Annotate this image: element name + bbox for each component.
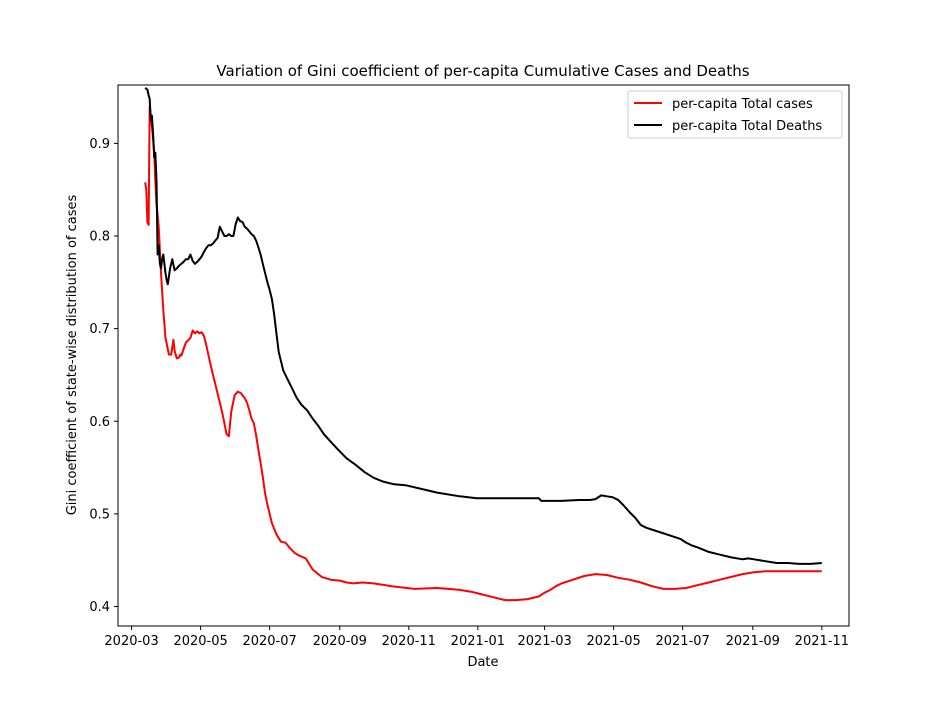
legend-label-total-deaths: per-capita Total Deaths xyxy=(672,119,822,134)
legend: per-capita Total cases per-capita Total … xyxy=(627,90,843,139)
legend-label-total-cases: per-capita Total cases xyxy=(672,97,813,112)
x-tick-label: 2021-01 xyxy=(451,634,505,649)
x-tick-label: 2021-07 xyxy=(655,634,709,649)
x-axis: 2020-03 2020-05 2020-07 2020-09 2020-11 2021-… xyxy=(104,626,849,649)
chart-title: Variation of Gini coefficient of per-cap… xyxy=(216,62,749,80)
series-line-total-deaths xyxy=(144,87,822,565)
x-tick-label: 2020-07 xyxy=(242,634,296,649)
x-tick-label: 2021-03 xyxy=(517,634,571,649)
x-tick-label: 2020-09 xyxy=(313,634,367,649)
legend-box xyxy=(627,90,843,139)
y-axis: 0.4 0.5 0.6 0.7 0.8 0.9 xyxy=(89,137,118,615)
series-line-total-cases xyxy=(144,105,822,602)
x-tick-label: 2020-11 xyxy=(382,634,436,649)
y-tick-label: 0.7 xyxy=(89,322,110,337)
x-axis-label: Date xyxy=(467,655,498,670)
y-tick-label: 0.8 xyxy=(89,229,110,244)
y-tick-label: 0.4 xyxy=(89,600,110,615)
x-tick-label: 2021-05 xyxy=(586,634,640,649)
y-tick-label: 0.9 xyxy=(89,137,110,152)
y-axis-label: Gini coefficient of state-wise distribut… xyxy=(65,195,80,516)
x-tick-label: 2021-11 xyxy=(795,634,849,649)
x-tick-label: 2020-05 xyxy=(173,634,227,649)
series-layer xyxy=(144,87,822,602)
plot-area-frame xyxy=(117,84,850,627)
x-tick-label: 2021-09 xyxy=(726,634,780,649)
y-tick-label: 0.6 xyxy=(89,415,110,430)
x-tick-label: 2020-03 xyxy=(104,634,158,649)
y-tick-label: 0.5 xyxy=(89,507,110,522)
